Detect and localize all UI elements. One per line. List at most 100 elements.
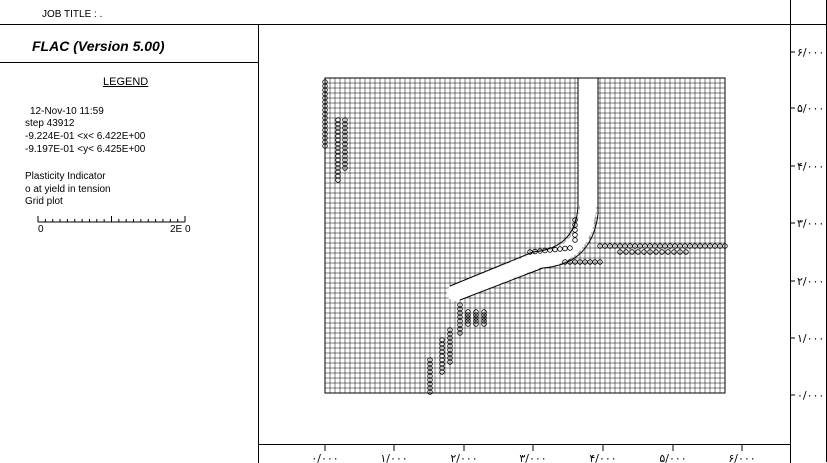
yield-marker bbox=[647, 249, 653, 255]
yield-marker bbox=[322, 115, 328, 121]
yield-marker bbox=[572, 259, 578, 265]
yield-marker bbox=[473, 312, 479, 318]
x-tick-label: ۱/۰۰۰ bbox=[380, 452, 407, 463]
legend-plasticity: Plasticity Indicator bbox=[25, 171, 106, 182]
legend-scale-min: 0 bbox=[38, 224, 44, 235]
app-title: FLAC (Version 5.00) bbox=[32, 38, 165, 54]
y-tick-label: ۴/۰۰۰ bbox=[797, 160, 824, 173]
yield-marker bbox=[677, 249, 683, 255]
yield-marker bbox=[322, 95, 328, 101]
yield-marker bbox=[671, 249, 677, 255]
mesh-lines bbox=[324, 77, 726, 394]
yield-marker bbox=[322, 127, 328, 133]
yield-marker bbox=[692, 243, 698, 249]
yield-marker bbox=[627, 243, 633, 249]
legend-date-time: 12-Nov-10 11:59 bbox=[30, 106, 104, 117]
yield-marker bbox=[335, 141, 341, 147]
legend-panel-border bbox=[258, 24, 259, 463]
yield-marker bbox=[342, 149, 348, 155]
yield-marker bbox=[662, 243, 668, 249]
yield-marker bbox=[427, 377, 433, 383]
yield-marker bbox=[322, 143, 328, 149]
y-tick-label: ۲/۰۰۰ bbox=[797, 275, 824, 288]
yield-marker bbox=[481, 312, 487, 318]
yield-marker bbox=[465, 312, 471, 318]
grid-mesh bbox=[324, 76, 726, 394]
yield-marker bbox=[652, 243, 658, 249]
yield-marker bbox=[532, 248, 538, 255]
right-axis-line bbox=[790, 0, 791, 463]
x-tick-label: ۳/۰۰۰ bbox=[519, 452, 546, 463]
yield-marker bbox=[697, 243, 703, 249]
title-divider bbox=[0, 62, 258, 63]
yield-marker bbox=[342, 129, 348, 135]
yield-marker bbox=[427, 385, 433, 391]
yield-marker bbox=[427, 365, 433, 371]
yield-marker bbox=[712, 243, 718, 249]
yield-marker bbox=[682, 243, 688, 249]
yield-marker bbox=[473, 318, 479, 324]
yield-marker bbox=[335, 165, 341, 171]
yield-marker bbox=[567, 245, 573, 251]
yield-marker bbox=[335, 121, 341, 127]
yield-marker bbox=[687, 243, 693, 249]
yield-marker bbox=[659, 249, 665, 255]
yield-marker bbox=[335, 157, 341, 163]
yield-marker bbox=[597, 243, 603, 249]
y-axis-ticks: ۶/۰۰۰ ۵/۰۰۰ ۴/۰۰۰ ۳/۰۰۰ ۲/۰۰۰ ۱/۰۰۰ ۰/۰۰۰ bbox=[790, 46, 824, 402]
yield-marker bbox=[481, 318, 487, 324]
yield-marker bbox=[481, 309, 487, 315]
x-tick-label: ۶/۰۰۰ bbox=[728, 452, 755, 463]
yield-marker bbox=[562, 259, 568, 265]
yield-marker bbox=[457, 330, 463, 336]
yield-marker bbox=[653, 249, 659, 255]
yield-marker bbox=[447, 347, 453, 353]
yield-marker bbox=[335, 129, 341, 135]
yield-marker bbox=[335, 161, 341, 167]
yield-marker bbox=[322, 91, 328, 97]
yield-marker bbox=[635, 249, 641, 255]
yield-marker bbox=[647, 243, 653, 249]
yield-marker bbox=[342, 137, 348, 143]
mesh-slot bbox=[578, 76, 598, 206]
yield-marker bbox=[587, 259, 593, 265]
yield-marker bbox=[642, 243, 648, 249]
yield-marker bbox=[322, 139, 328, 145]
yield-marker bbox=[342, 133, 348, 139]
yield-marker bbox=[439, 349, 445, 355]
yield-marker bbox=[677, 243, 683, 249]
tunnel-edge-lower bbox=[459, 213, 599, 301]
yield-marker bbox=[322, 131, 328, 137]
yield-marker bbox=[439, 369, 445, 375]
yield-marker bbox=[557, 246, 563, 252]
job-title: JOB TITLE : . bbox=[42, 9, 103, 20]
yield-marker bbox=[473, 315, 479, 321]
yield-marker bbox=[322, 99, 328, 105]
yield-marker bbox=[322, 87, 328, 93]
yield-marker bbox=[342, 125, 348, 131]
yield-marker bbox=[335, 169, 341, 175]
legend-title: LEGEND bbox=[103, 76, 149, 88]
yield-marker bbox=[322, 123, 328, 129]
yield-marker bbox=[335, 173, 341, 179]
yield-marker bbox=[342, 153, 348, 159]
yield-marker bbox=[617, 249, 623, 255]
yield-marker bbox=[447, 339, 453, 345]
yield-marker bbox=[702, 243, 708, 249]
yield-marker bbox=[322, 119, 328, 125]
x-tick-label: ۵/۰۰۰ bbox=[659, 452, 686, 463]
yield-marker bbox=[665, 249, 671, 255]
yield-marker bbox=[572, 237, 578, 243]
yield-marker bbox=[457, 322, 463, 328]
yield-marker bbox=[342, 161, 348, 167]
yield-marker bbox=[622, 243, 628, 249]
legend-scale-bar bbox=[37, 216, 186, 223]
yield-marker bbox=[567, 259, 573, 265]
legend-x-range: -9.224E-01 <x< 6.422E+00 bbox=[25, 131, 146, 142]
yield-marker bbox=[623, 249, 629, 255]
yield-marker bbox=[577, 259, 583, 265]
yield-marker bbox=[335, 145, 341, 151]
yield-marker bbox=[427, 381, 433, 387]
yield-marker bbox=[597, 259, 603, 265]
